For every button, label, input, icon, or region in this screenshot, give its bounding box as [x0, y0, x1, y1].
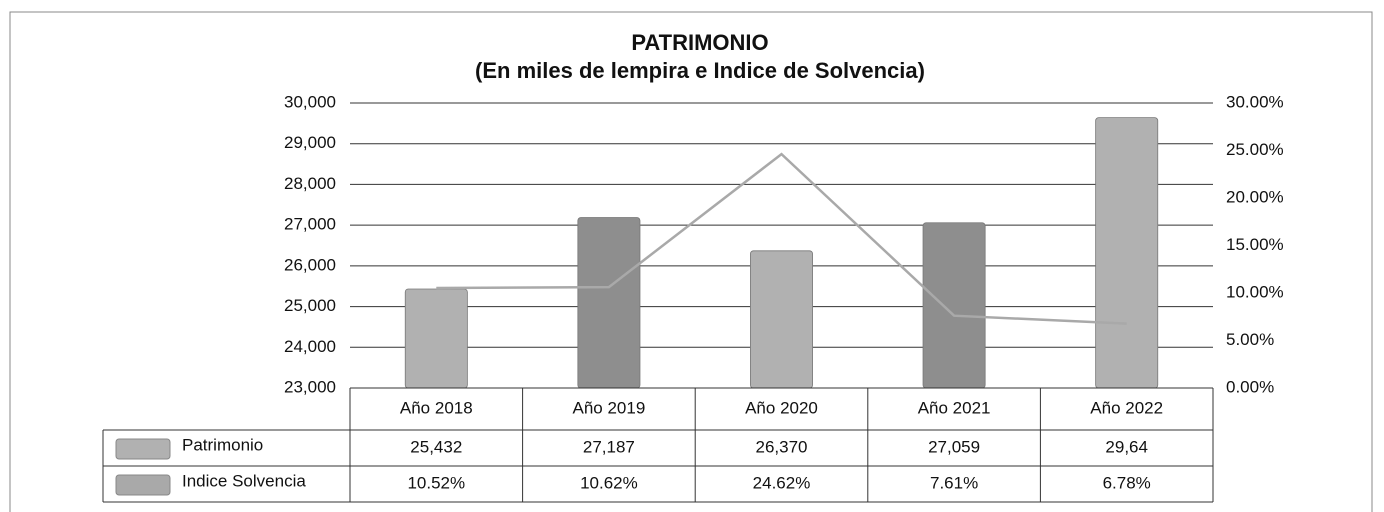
y2-tick-label: 0.00%	[1226, 377, 1274, 396]
data-label: 27,187	[583, 437, 635, 456]
x-tick-label: Año 2018	[400, 398, 473, 417]
legend-label: Indice Solvencia	[182, 471, 306, 490]
legend-label: Patrimonio	[182, 435, 263, 454]
y2-tick-label: 15.00%	[1226, 235, 1284, 254]
bar	[404, 288, 468, 389]
legend-key	[115, 474, 171, 496]
bar	[922, 222, 986, 389]
y2-tick-label: 25.00%	[1226, 140, 1284, 159]
bar	[750, 250, 813, 389]
data-label: 26,370	[756, 437, 808, 456]
bar	[577, 217, 641, 389]
chart-title: PATRIMONIO	[631, 30, 768, 55]
y2-tick-label: 5.00%	[1226, 330, 1274, 349]
y-tick-label: 28,000	[284, 174, 336, 193]
y2-tick-label: 20.00%	[1226, 187, 1284, 206]
data-label: 27,059	[928, 437, 980, 456]
y-tick-label: 24,000	[284, 337, 336, 356]
y-tick-label: 30,000	[284, 92, 336, 111]
y-tick-label: 23,000	[284, 377, 336, 396]
line	[436, 152, 1127, 325]
legend-key	[115, 438, 171, 460]
bar	[1095, 117, 1159, 389]
y-tick-label: 27,000	[284, 215, 336, 234]
y-tick-label: 25,000	[284, 296, 336, 315]
y2-tick-label: 30.00%	[1226, 92, 1284, 111]
x-tick-label: Año 2022	[1090, 398, 1163, 417]
y-tick-label: 29,000	[284, 133, 336, 152]
data-label: 10.62%	[580, 473, 638, 492]
y-tick-label: 26,000	[284, 255, 336, 274]
x-tick-label: Año 2021	[918, 398, 991, 417]
data-label: 6.78%	[1103, 473, 1151, 492]
data-label: 24.62%	[753, 473, 811, 492]
x-tick-label: Año 2019	[573, 398, 646, 417]
chart-subtitle: (En miles de lempira e Indice de Solvenc…	[475, 58, 925, 83]
x-tick-label: Año 2020	[745, 398, 818, 417]
data-label: 7.61%	[930, 473, 978, 492]
data-label: 25,432	[410, 437, 462, 456]
data-label: 10.52%	[407, 473, 465, 492]
y2-tick-label: 10.00%	[1226, 282, 1284, 301]
data-label: 29,64	[1105, 437, 1148, 456]
